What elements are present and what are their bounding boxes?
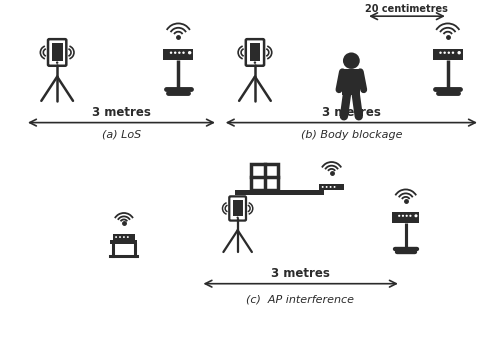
Circle shape bbox=[322, 186, 324, 188]
Bar bbox=[319, 184, 344, 190]
Circle shape bbox=[188, 51, 192, 54]
Circle shape bbox=[119, 236, 121, 238]
Text: 20 centimetres: 20 centimetres bbox=[366, 4, 448, 14]
Circle shape bbox=[343, 53, 360, 69]
Circle shape bbox=[178, 51, 180, 54]
Text: 3 metres: 3 metres bbox=[271, 267, 330, 280]
Text: 3 metres: 3 metres bbox=[322, 106, 381, 119]
FancyBboxPatch shape bbox=[246, 39, 264, 66]
Circle shape bbox=[398, 215, 400, 217]
Circle shape bbox=[458, 51, 461, 54]
Text: (a) LoS: (a) LoS bbox=[102, 130, 141, 140]
Bar bbox=[164, 49, 193, 57]
Bar bbox=[250, 43, 260, 61]
Circle shape bbox=[236, 216, 239, 219]
FancyBboxPatch shape bbox=[230, 196, 246, 221]
Circle shape bbox=[414, 214, 418, 217]
Circle shape bbox=[123, 236, 125, 238]
Circle shape bbox=[170, 51, 172, 54]
FancyBboxPatch shape bbox=[48, 39, 66, 66]
Circle shape bbox=[127, 236, 129, 238]
Bar bbox=[433, 49, 462, 57]
Circle shape bbox=[330, 186, 332, 188]
Bar bbox=[235, 190, 324, 195]
Circle shape bbox=[174, 51, 176, 54]
Circle shape bbox=[402, 215, 404, 217]
Circle shape bbox=[334, 186, 336, 188]
Text: 3 metres: 3 metres bbox=[92, 106, 151, 119]
Text: (c)  AP interference: (c) AP interference bbox=[246, 294, 354, 304]
Circle shape bbox=[444, 51, 446, 54]
Bar bbox=[110, 240, 138, 244]
Text: (b) Body blockage: (b) Body blockage bbox=[300, 130, 402, 140]
Circle shape bbox=[452, 51, 454, 54]
Circle shape bbox=[254, 62, 256, 64]
Bar bbox=[251, 164, 278, 190]
Bar bbox=[164, 57, 193, 60]
Circle shape bbox=[56, 62, 58, 64]
Bar bbox=[112, 234, 135, 240]
Circle shape bbox=[115, 236, 117, 238]
Circle shape bbox=[406, 215, 408, 217]
Bar bbox=[342, 69, 360, 95]
Circle shape bbox=[182, 51, 184, 54]
Bar bbox=[392, 212, 419, 220]
Bar bbox=[232, 200, 242, 216]
Circle shape bbox=[410, 215, 412, 217]
Bar bbox=[392, 220, 419, 222]
Bar bbox=[52, 43, 62, 61]
Circle shape bbox=[448, 51, 450, 54]
Circle shape bbox=[326, 186, 328, 188]
Circle shape bbox=[440, 51, 442, 54]
Bar bbox=[433, 57, 462, 60]
